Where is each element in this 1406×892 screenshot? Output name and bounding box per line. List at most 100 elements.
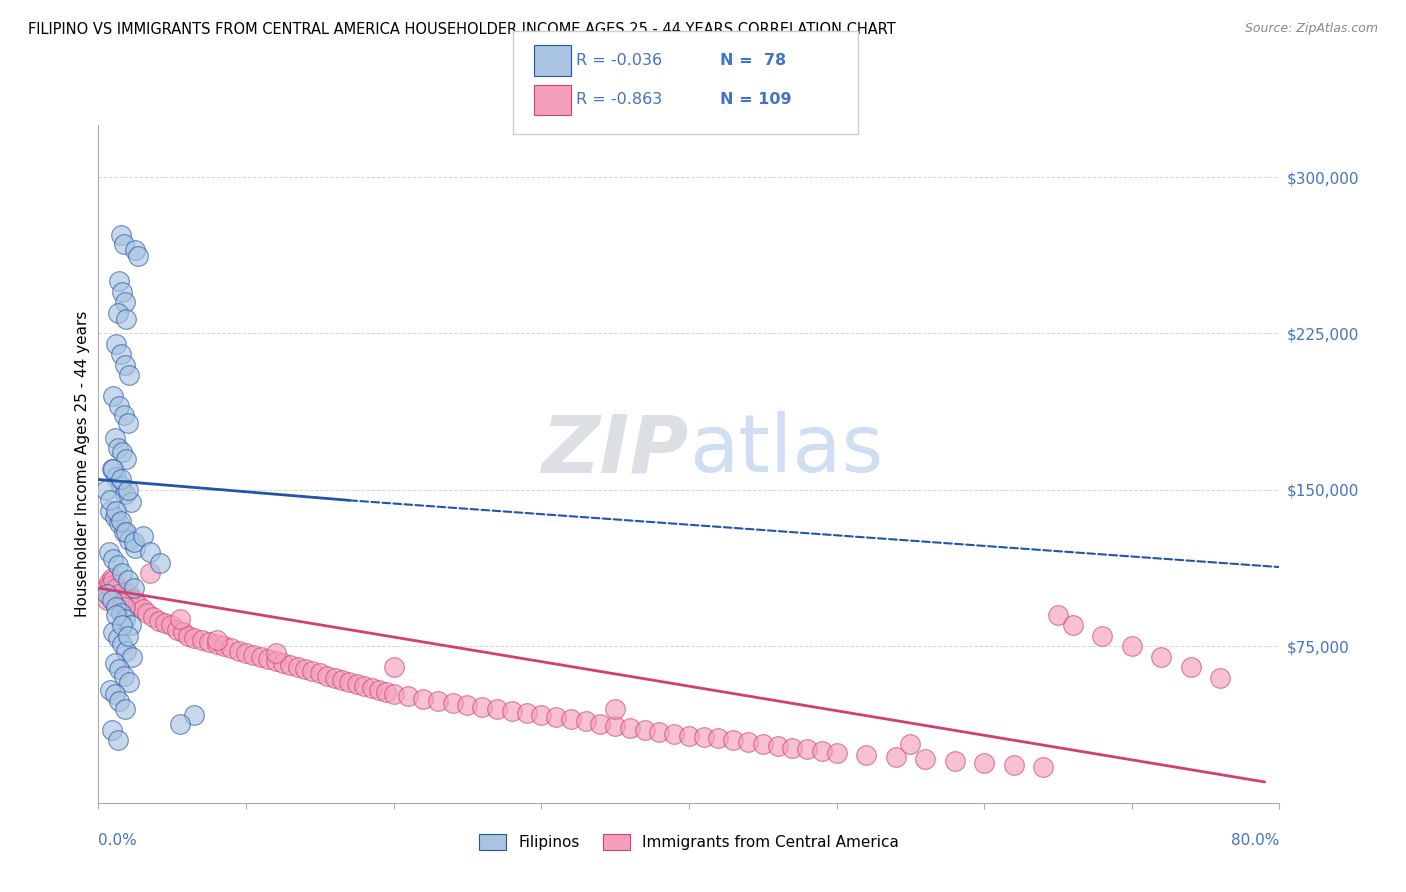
Point <box>97 545 120 559</box>
Point <box>605 702 627 716</box>
Point <box>1091 629 1114 643</box>
Point <box>110 228 132 243</box>
Point <box>104 576 127 591</box>
Point <box>124 541 146 556</box>
Point <box>737 735 759 749</box>
Point <box>1046 608 1069 623</box>
Point <box>1062 618 1084 632</box>
Point <box>98 683 121 698</box>
Point <box>723 733 745 747</box>
Point <box>973 756 995 771</box>
Point <box>301 665 323 679</box>
Text: R = -0.036: R = -0.036 <box>576 54 662 68</box>
Point <box>142 610 165 624</box>
Point <box>118 368 141 383</box>
Point <box>501 704 523 718</box>
Point <box>177 629 200 643</box>
Point <box>796 741 818 756</box>
Point <box>396 690 419 704</box>
Text: R = -0.863: R = -0.863 <box>576 93 662 107</box>
Point <box>264 646 287 660</box>
Point <box>105 337 128 351</box>
Point <box>1032 760 1054 774</box>
Point <box>118 587 141 601</box>
Point <box>100 570 122 584</box>
Point <box>108 274 131 288</box>
Point <box>118 533 141 547</box>
Point <box>1002 758 1025 772</box>
Point <box>619 721 641 735</box>
Point <box>153 616 176 631</box>
Point <box>589 716 612 731</box>
Point <box>825 746 848 760</box>
Text: ZIP: ZIP <box>541 411 689 490</box>
Point <box>316 668 339 682</box>
Point <box>205 637 228 651</box>
Point <box>678 729 700 743</box>
Point <box>127 598 149 612</box>
Text: FILIPINO VS IMMIGRANTS FROM CENTRAL AMERICA HOUSEHOLDER INCOME AGES 25 - 44 YEAR: FILIPINO VS IMMIGRANTS FROM CENTRAL AMER… <box>28 22 896 37</box>
Text: N =  78: N = 78 <box>720 54 786 68</box>
Point <box>100 723 122 737</box>
Point <box>486 702 509 716</box>
Point <box>943 754 966 768</box>
Point <box>98 579 121 593</box>
Point <box>107 305 129 319</box>
Point <box>205 633 228 648</box>
Point <box>110 514 132 528</box>
Point <box>117 416 139 430</box>
Point <box>127 249 149 263</box>
Point <box>121 649 143 664</box>
Point <box>120 618 142 632</box>
Point <box>441 696 464 710</box>
Point <box>112 668 135 682</box>
Point <box>172 624 194 639</box>
Point <box>648 724 671 739</box>
Point <box>98 504 121 518</box>
Point <box>104 687 127 701</box>
Point <box>96 593 118 607</box>
Point <box>633 723 655 737</box>
Point <box>560 712 582 726</box>
Point <box>111 637 134 651</box>
Point <box>114 599 136 614</box>
Point <box>114 612 136 626</box>
Text: 0.0%: 0.0% <box>98 833 138 848</box>
Point <box>159 618 181 632</box>
Point <box>323 671 346 685</box>
Point <box>530 708 553 723</box>
Point <box>1121 640 1143 654</box>
Point <box>105 599 128 614</box>
Point <box>104 656 127 670</box>
Point <box>456 698 478 712</box>
Point <box>368 683 391 698</box>
Point <box>107 733 129 747</box>
Point <box>114 702 136 716</box>
Point <box>149 556 172 570</box>
Point <box>221 641 243 656</box>
Point <box>1180 660 1202 674</box>
Point <box>382 660 405 674</box>
Point <box>100 462 122 476</box>
Point <box>605 718 627 732</box>
Point <box>122 581 145 595</box>
Point <box>104 431 127 445</box>
Point <box>107 631 129 645</box>
Point <box>107 441 129 455</box>
Point <box>110 606 132 620</box>
Point <box>111 445 134 459</box>
Point <box>111 285 134 299</box>
Point <box>98 493 121 508</box>
Point <box>242 648 264 662</box>
Point <box>884 750 907 764</box>
Point <box>191 633 214 648</box>
Legend: Filipinos, Immigrants from Central America: Filipinos, Immigrants from Central Ameri… <box>472 828 905 856</box>
Point <box>198 635 221 649</box>
Point <box>108 587 131 601</box>
Point <box>96 587 118 601</box>
Point <box>124 243 146 257</box>
Point <box>375 685 398 699</box>
Text: atlas: atlas <box>689 411 883 490</box>
Point <box>103 389 125 403</box>
Point <box>574 714 596 729</box>
